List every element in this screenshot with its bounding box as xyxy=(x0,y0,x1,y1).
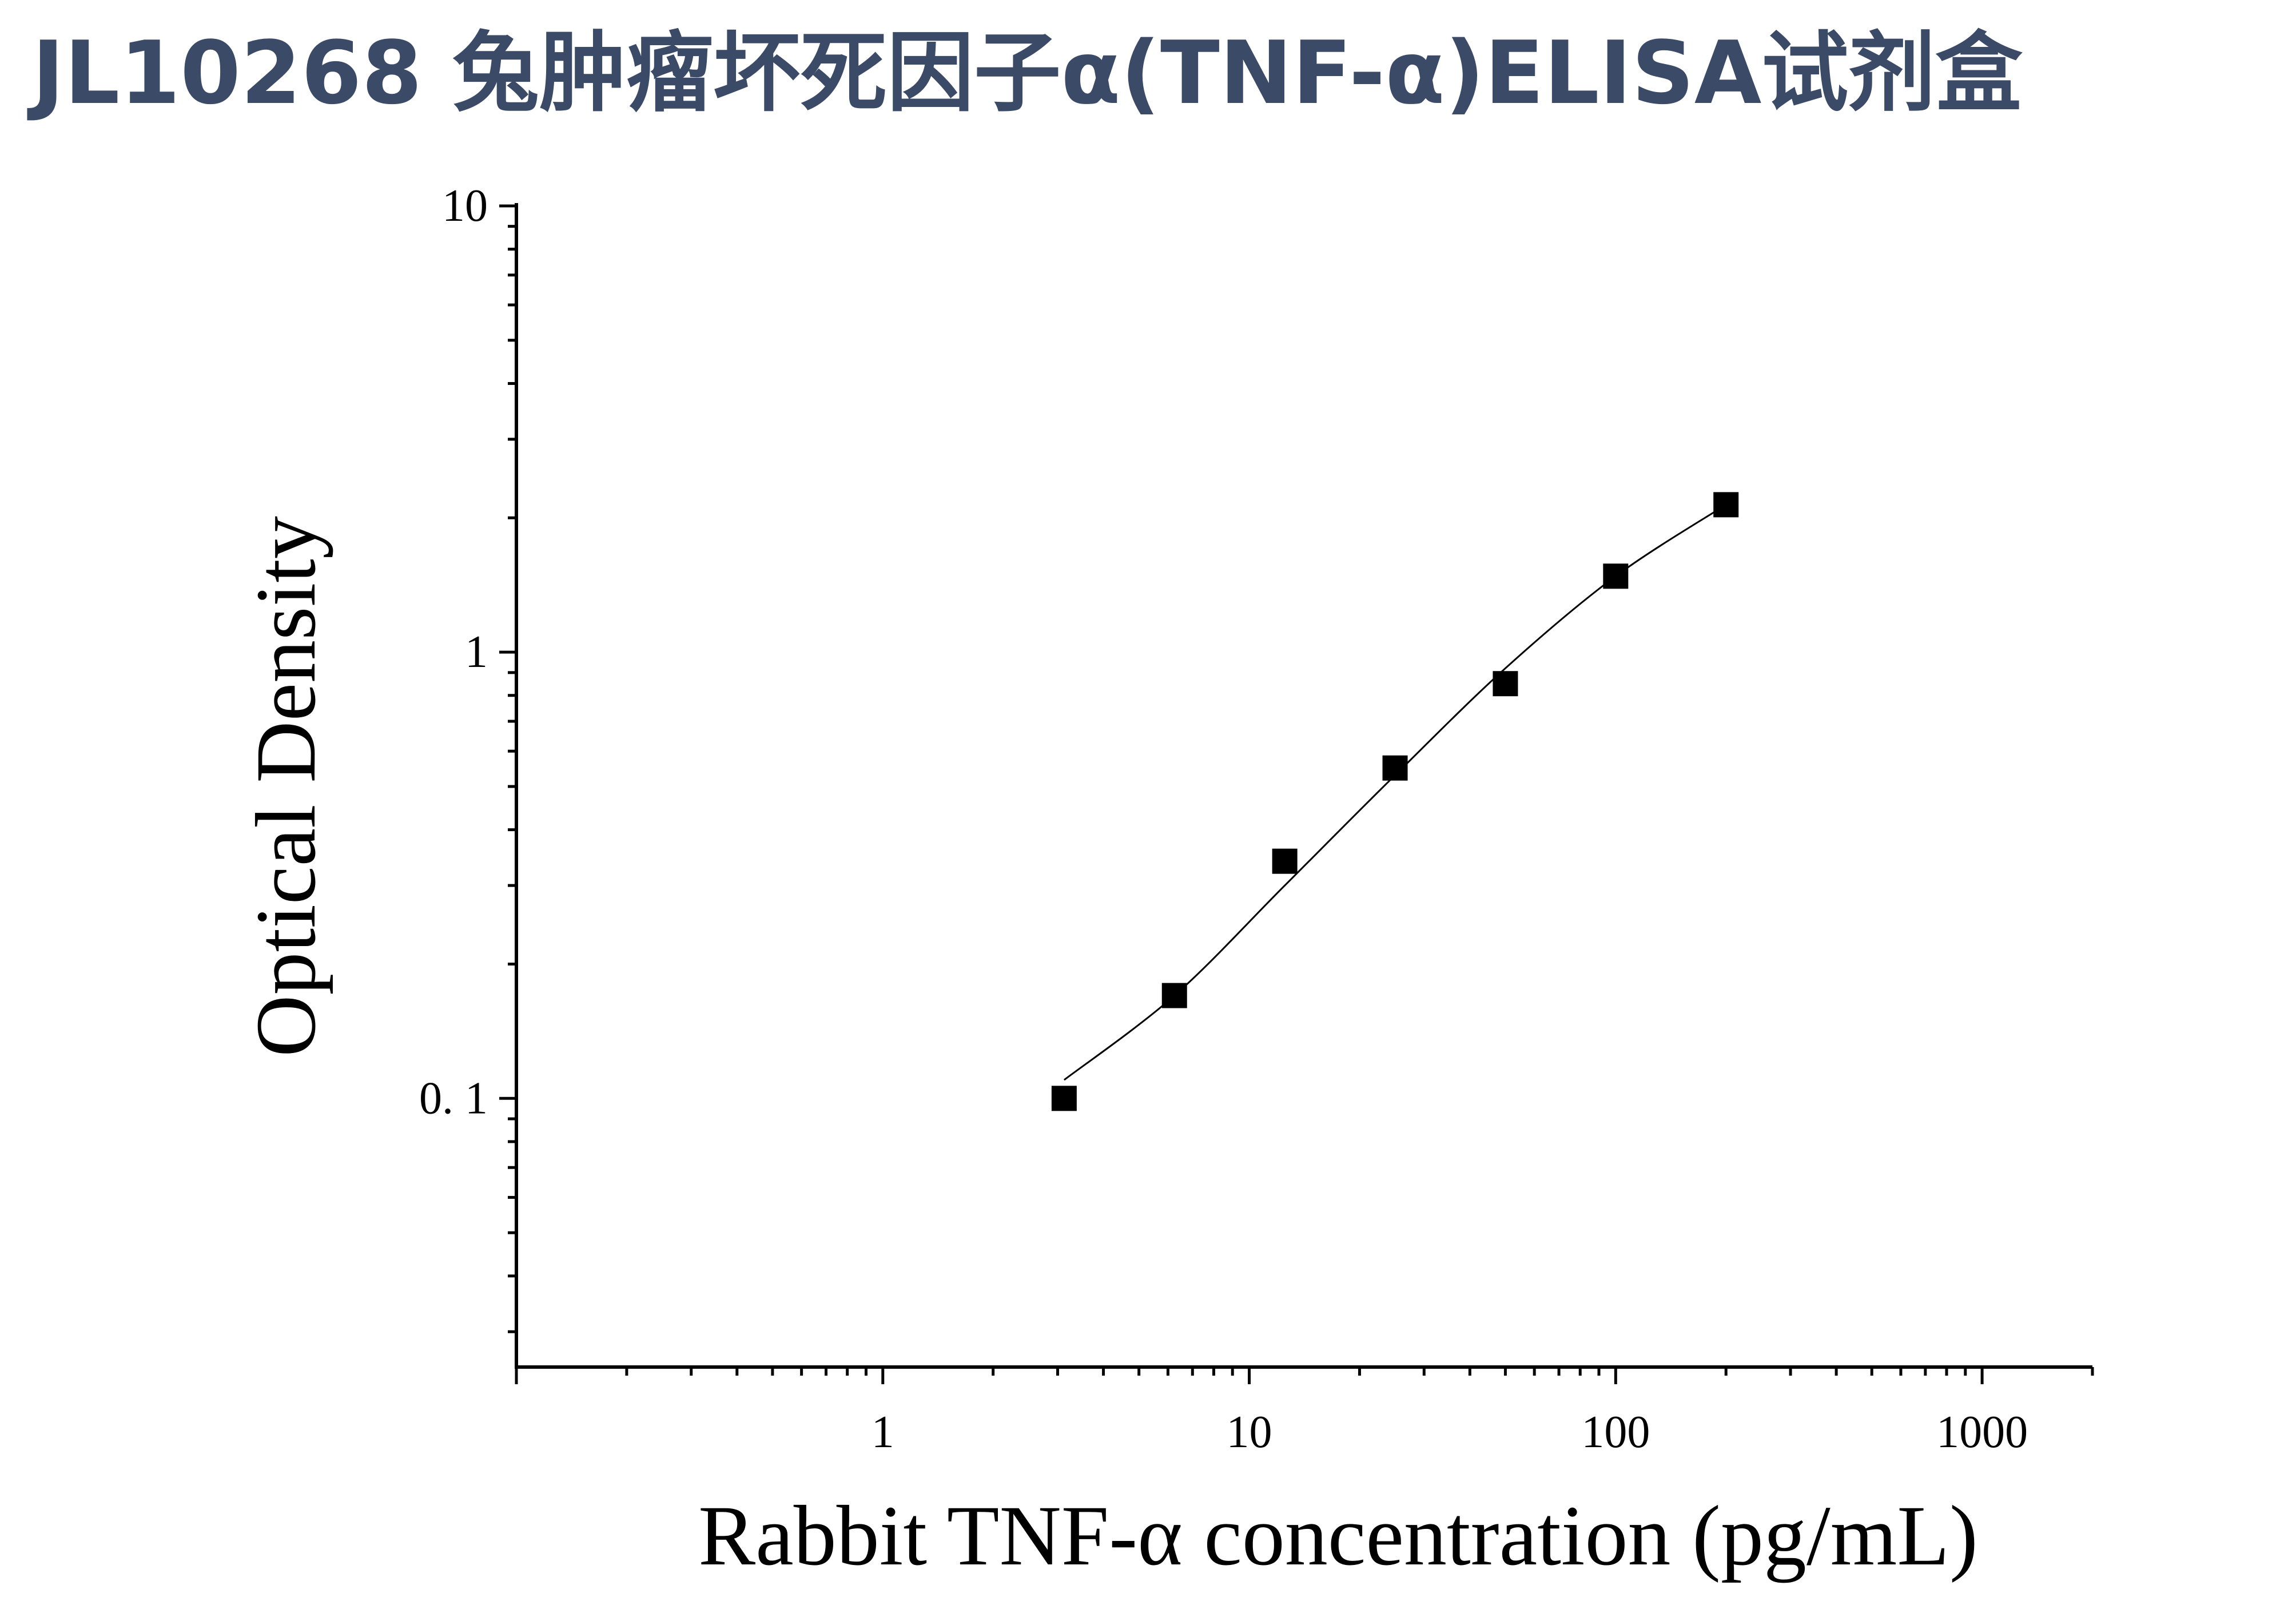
y-tick-label: 1 xyxy=(465,627,488,677)
data-point xyxy=(1603,563,1629,589)
y-tick-label: 10 xyxy=(442,181,488,231)
data-point xyxy=(1713,492,1739,518)
plot-area xyxy=(1051,492,1739,1111)
x-tick-label: 1 xyxy=(872,1407,894,1457)
data-point xyxy=(1493,671,1518,697)
y-axis-title: Optical Density xyxy=(238,516,333,1057)
data-point xyxy=(1272,848,1298,874)
x-tick-label: 1000 xyxy=(1936,1407,2028,1457)
y-axis-ticks: 0. 1 1 10 xyxy=(419,181,516,1333)
data-point xyxy=(1051,1086,1077,1111)
x-axis-ticks: 1 10 100 1000 xyxy=(515,1367,2094,1457)
x-axis-title: Rabbit TNF-α concentration (pg/mL) xyxy=(698,1488,1978,1583)
x-tick-label: 100 xyxy=(1581,1407,1650,1457)
page-title: JL10268 兔肿瘤坏死因子α(TNF-α)ELISA试剂盒 xyxy=(32,22,2023,124)
x-tick-label: 10 xyxy=(1227,1407,1272,1457)
data-point xyxy=(1382,755,1408,781)
y-tick-label: 0. 1 xyxy=(419,1073,488,1123)
axes: 0. 1 1 10 1 10 100 1000 xyxy=(419,181,2094,1457)
data-point xyxy=(1161,983,1187,1008)
